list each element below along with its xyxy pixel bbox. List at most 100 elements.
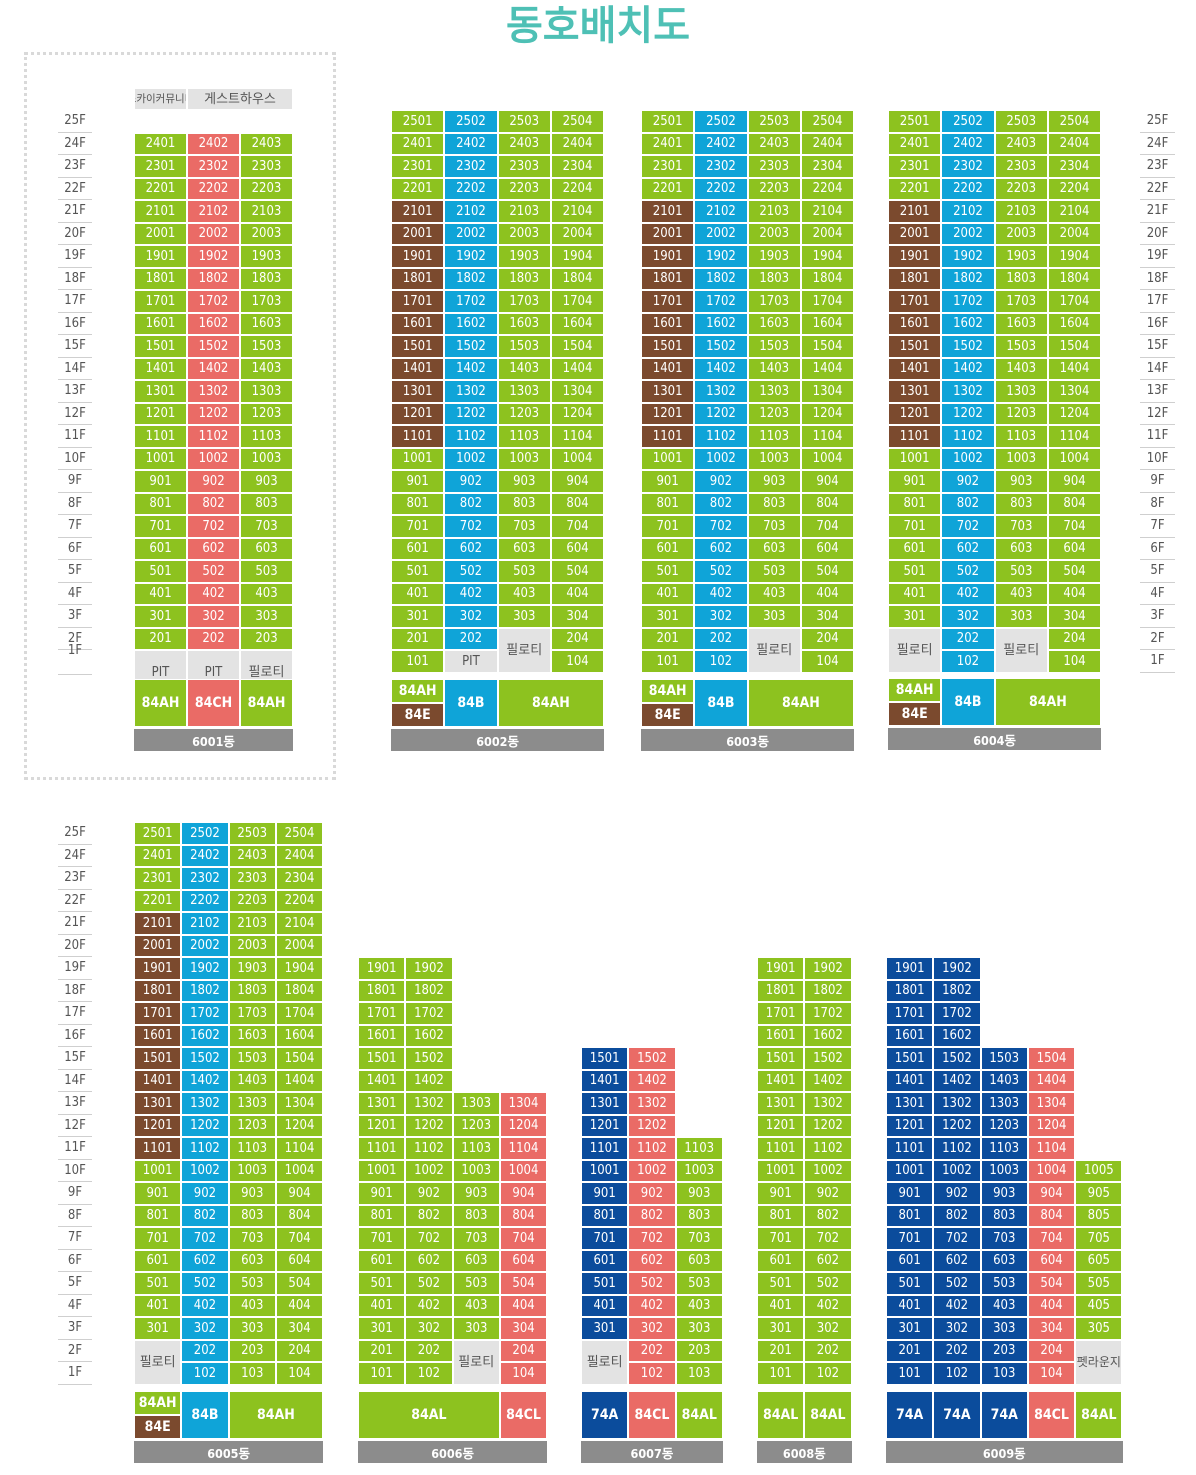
type-label: 84AL bbox=[804, 1391, 852, 1439]
unit-cell: 2403 bbox=[994, 132, 1048, 155]
floor-label: 20F bbox=[1140, 223, 1175, 245]
unit-cell: 1304 bbox=[1047, 380, 1102, 403]
unit-cell: 1001 bbox=[134, 1159, 182, 1182]
unit-cell: 302 bbox=[405, 1317, 453, 1340]
unit-cell: 301 bbox=[757, 1317, 805, 1340]
unit-cell: 1003 bbox=[497, 447, 551, 470]
unit-cell: 702 bbox=[187, 515, 240, 538]
unit-cell: 102 bbox=[405, 1362, 453, 1385]
unit-cell: 704 bbox=[1027, 1227, 1076, 1250]
unit-cell: 404 bbox=[550, 582, 605, 605]
unit-cell: 1103 bbox=[675, 1137, 723, 1160]
unit-cell: 2303 bbox=[747, 155, 801, 178]
unit-cell: 1301 bbox=[888, 380, 942, 403]
unit-cell: 601 bbox=[581, 1249, 629, 1272]
unit-cell: 1802 bbox=[405, 979, 453, 1002]
unit-cell: 803 bbox=[747, 492, 801, 515]
unit-cell: 1903 bbox=[228, 957, 276, 980]
unit-cell: 1001 bbox=[757, 1159, 805, 1182]
unit-cell: 2102 bbox=[444, 200, 498, 223]
unit-cell: 802 bbox=[628, 1204, 676, 1227]
unit-cell: 1804 bbox=[275, 979, 324, 1002]
unit-cell: 1904 bbox=[1047, 245, 1102, 268]
unit-cell: 803 bbox=[452, 1204, 500, 1227]
unit-cell: 1104 bbox=[275, 1137, 324, 1160]
unit-cell: 2001 bbox=[391, 222, 445, 245]
unit-cell: 502 bbox=[405, 1272, 453, 1295]
unit-cell: 2001 bbox=[134, 222, 187, 245]
unit-cell: 1204 bbox=[800, 402, 855, 425]
floor-label: 2F bbox=[1140, 628, 1175, 650]
unit-cell: 202 bbox=[804, 1339, 852, 1362]
unit-cell: 1303 bbox=[747, 380, 801, 403]
unit-cell: 2104 bbox=[1047, 200, 1102, 223]
unit-cell: 1201 bbox=[134, 1114, 182, 1137]
unit-cell: 1501 bbox=[134, 335, 187, 358]
floor-label: 4F bbox=[58, 1295, 92, 1317]
unit-cell: 101 bbox=[886, 1362, 934, 1385]
unit-cell: 1302 bbox=[933, 1092, 981, 1115]
type-label: 74A bbox=[980, 1391, 1028, 1439]
floor-label: 16F bbox=[58, 1025, 92, 1047]
unit-cell: 2003 bbox=[228, 934, 276, 957]
unit-cell: 2302 bbox=[187, 155, 240, 178]
unit-cell: 501 bbox=[886, 1272, 934, 1295]
unit-cell: 402 bbox=[181, 1294, 229, 1317]
unit-cell: 2101 bbox=[134, 912, 182, 935]
floor-label: 1F bbox=[58, 628, 92, 675]
unit-cell: 1602 bbox=[444, 312, 498, 335]
unit-cell: 2302 bbox=[694, 155, 748, 178]
unit-cell: 1701 bbox=[641, 290, 695, 313]
unit-cell: 1904 bbox=[550, 245, 605, 268]
unit-cell: 802 bbox=[694, 492, 748, 515]
unit-cell: 503 bbox=[994, 560, 1048, 583]
unit-cell: 1602 bbox=[187, 312, 240, 335]
unit-cell: 103 bbox=[675, 1362, 723, 1385]
unit-cell: 2203 bbox=[497, 177, 551, 200]
unit-cell: 1703 bbox=[228, 1002, 276, 1025]
unit-cell: 1803 bbox=[497, 267, 551, 290]
unit-cell: 202 bbox=[444, 627, 498, 650]
unit-cell: 1301 bbox=[358, 1092, 406, 1115]
unit-cell: 802 bbox=[804, 1204, 852, 1227]
type-label: 84CL bbox=[499, 1391, 548, 1439]
unit-cell: 1901 bbox=[391, 245, 445, 268]
unit-cell: 903 bbox=[980, 1182, 1028, 1205]
floor-label: 7F bbox=[58, 1227, 92, 1250]
unit-cell: 604 bbox=[800, 537, 855, 560]
type-label: 84E bbox=[134, 1415, 182, 1439]
floor-label: 25F bbox=[58, 110, 92, 133]
floor-label: 24F bbox=[58, 845, 92, 867]
unit-cell: 304 bbox=[275, 1317, 324, 1340]
unit-cell: 1902 bbox=[804, 957, 852, 980]
unit-cell: 801 bbox=[888, 492, 942, 515]
unit-cell: 901 bbox=[641, 470, 695, 493]
unit-cell: 503 bbox=[980, 1272, 1028, 1295]
unit-cell: 501 bbox=[888, 560, 942, 583]
floor-label: 4F bbox=[1140, 583, 1175, 605]
unit-cell: 1602 bbox=[181, 1024, 229, 1047]
unit-cell: 1604 bbox=[275, 1024, 324, 1047]
unit-cell: 2104 bbox=[275, 912, 324, 935]
unit-cell: 2202 bbox=[941, 177, 995, 200]
unit-cell: 702 bbox=[804, 1227, 852, 1250]
unit-cell: 1901 bbox=[757, 957, 805, 980]
unit-cell: 2303 bbox=[228, 867, 276, 890]
unit-cell: 2204 bbox=[275, 889, 324, 912]
unit-cell: 402 bbox=[694, 582, 748, 605]
unit-cell: 503 bbox=[240, 560, 293, 583]
unit-cell: 1103 bbox=[747, 425, 801, 448]
unit-cell: 701 bbox=[391, 515, 445, 538]
unit-cell: 703 bbox=[675, 1227, 723, 1250]
unit-cell: 803 bbox=[994, 492, 1048, 515]
unit-cell: 2404 bbox=[800, 132, 855, 155]
unit-cell: 704 bbox=[800, 515, 855, 538]
floor-label: 12F bbox=[1140, 403, 1175, 425]
unit-cell: 1403 bbox=[228, 1069, 276, 1092]
unit-cell: 1101 bbox=[358, 1137, 406, 1160]
unit-cell: 804 bbox=[499, 1204, 548, 1227]
floor-label: 6F bbox=[58, 538, 92, 560]
unit-cell: 1503 bbox=[228, 1047, 276, 1070]
unit-cell: 1504 bbox=[550, 335, 605, 358]
unit-cell: 1201 bbox=[886, 1114, 934, 1137]
